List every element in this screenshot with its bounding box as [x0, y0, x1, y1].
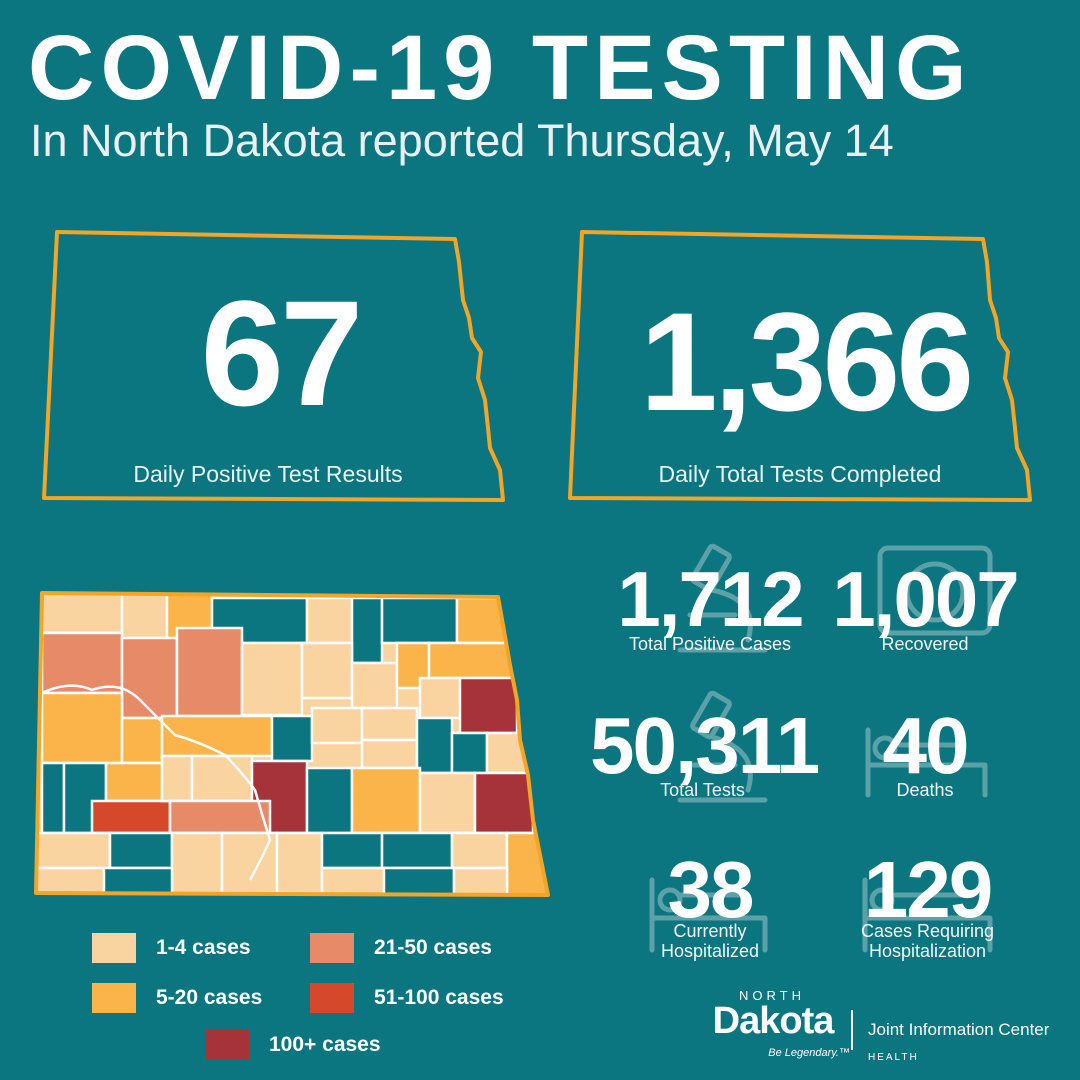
legend-swatch [92, 983, 136, 1013]
legend-label: 51-100 cases [374, 986, 504, 1009]
cases-hospitalization-label-1: Cases Requiring [860, 921, 995, 941]
county-dunn-south [104, 761, 164, 803]
microscope-icon [677, 690, 768, 803]
hospitalized-label-1: Currently [673, 921, 747, 941]
total-tests-label: Total Tests [660, 780, 745, 800]
total-positive-value: 1,712 [617, 555, 804, 643]
total-tests-value: 50,311 [590, 701, 820, 790]
recovered-label: Recovered [881, 634, 969, 654]
county-dickey [382, 866, 456, 895]
county-morton [168, 799, 272, 835]
logo-divider [851, 1010, 853, 1050]
logo-jic: Joint Information Center [868, 1020, 1050, 1039]
legend-item-5-20: 5-20 cases [92, 983, 262, 1013]
page-title: COVID-19 TESTING [28, 17, 973, 119]
state-outline [34, 591, 550, 897]
legend-item-1-4: 1-4 cases [92, 933, 251, 963]
daily-positive-label: Daily Positive Test Results [133, 461, 403, 487]
legend-swatch [310, 933, 354, 963]
county-logan [320, 831, 384, 870]
logo-dakota: Dakota [712, 1000, 835, 1042]
legend-label: 5-20 cases [156, 986, 263, 1009]
legend-label: 1-4 cases [156, 936, 251, 959]
legend-label: 21-50 cases [374, 936, 492, 959]
county-adams [102, 866, 174, 895]
county-mountrail [120, 636, 179, 720]
page-subtitle: In North Dakota reported Thursday, May 1… [30, 115, 894, 166]
logo-tagline: Be Legendary.™ [768, 1047, 850, 1059]
daily-total-value: 1,366 [639, 283, 974, 440]
county-steele [450, 731, 489, 775]
logo-health: HEALTH [868, 1052, 919, 1063]
legend-label: 100+ cases [269, 1033, 381, 1056]
legend-swatch [92, 933, 136, 963]
legend-item-100-plus: 100+ cases [205, 1030, 381, 1060]
hospitalized-label-2: Hospitalized [660, 941, 760, 961]
logo-north: NORTH [739, 988, 805, 1003]
microscope-icon [677, 543, 768, 653]
daily-positive-outline [42, 230, 505, 502]
county-ramsey [395, 641, 431, 690]
hospitalized-value: 38 [667, 845, 755, 934]
county-wells [310, 706, 364, 745]
daily-total-label: Daily Total Tests Completed [658, 461, 942, 487]
hospital-bed-icon [865, 727, 988, 798]
legend-item-21-50: 21-50 cases [310, 933, 492, 963]
cases-hospitalization-label-2: Hospitalization [868, 941, 987, 961]
daily-positive-value: 67 [200, 269, 364, 437]
daily-total-outline [568, 230, 1032, 502]
county-mckenzie [40, 691, 124, 765]
county-towner [350, 596, 384, 665]
cases-hospitalization-value: 129 [863, 845, 993, 934]
deaths-label: Deaths [896, 780, 954, 800]
legend-swatch [310, 983, 354, 1013]
county-sargent [452, 866, 509, 895]
hospital-bed-icon [862, 877, 993, 953]
deaths-value: 40 [882, 701, 970, 790]
legend-swatch [205, 1030, 249, 1060]
total-positive-label: Total Positive Cases [628, 634, 792, 654]
hospital-bed-icon [649, 877, 768, 953]
county-mercer [160, 754, 194, 803]
legend-item-51-100: 51-100 cases [310, 983, 504, 1013]
recovered-icon [877, 545, 993, 636]
county-pierce [300, 641, 354, 700]
recovered-value: 1,007 [832, 555, 1019, 643]
county-kidder [305, 766, 354, 835]
missouri-river [41, 684, 272, 881]
